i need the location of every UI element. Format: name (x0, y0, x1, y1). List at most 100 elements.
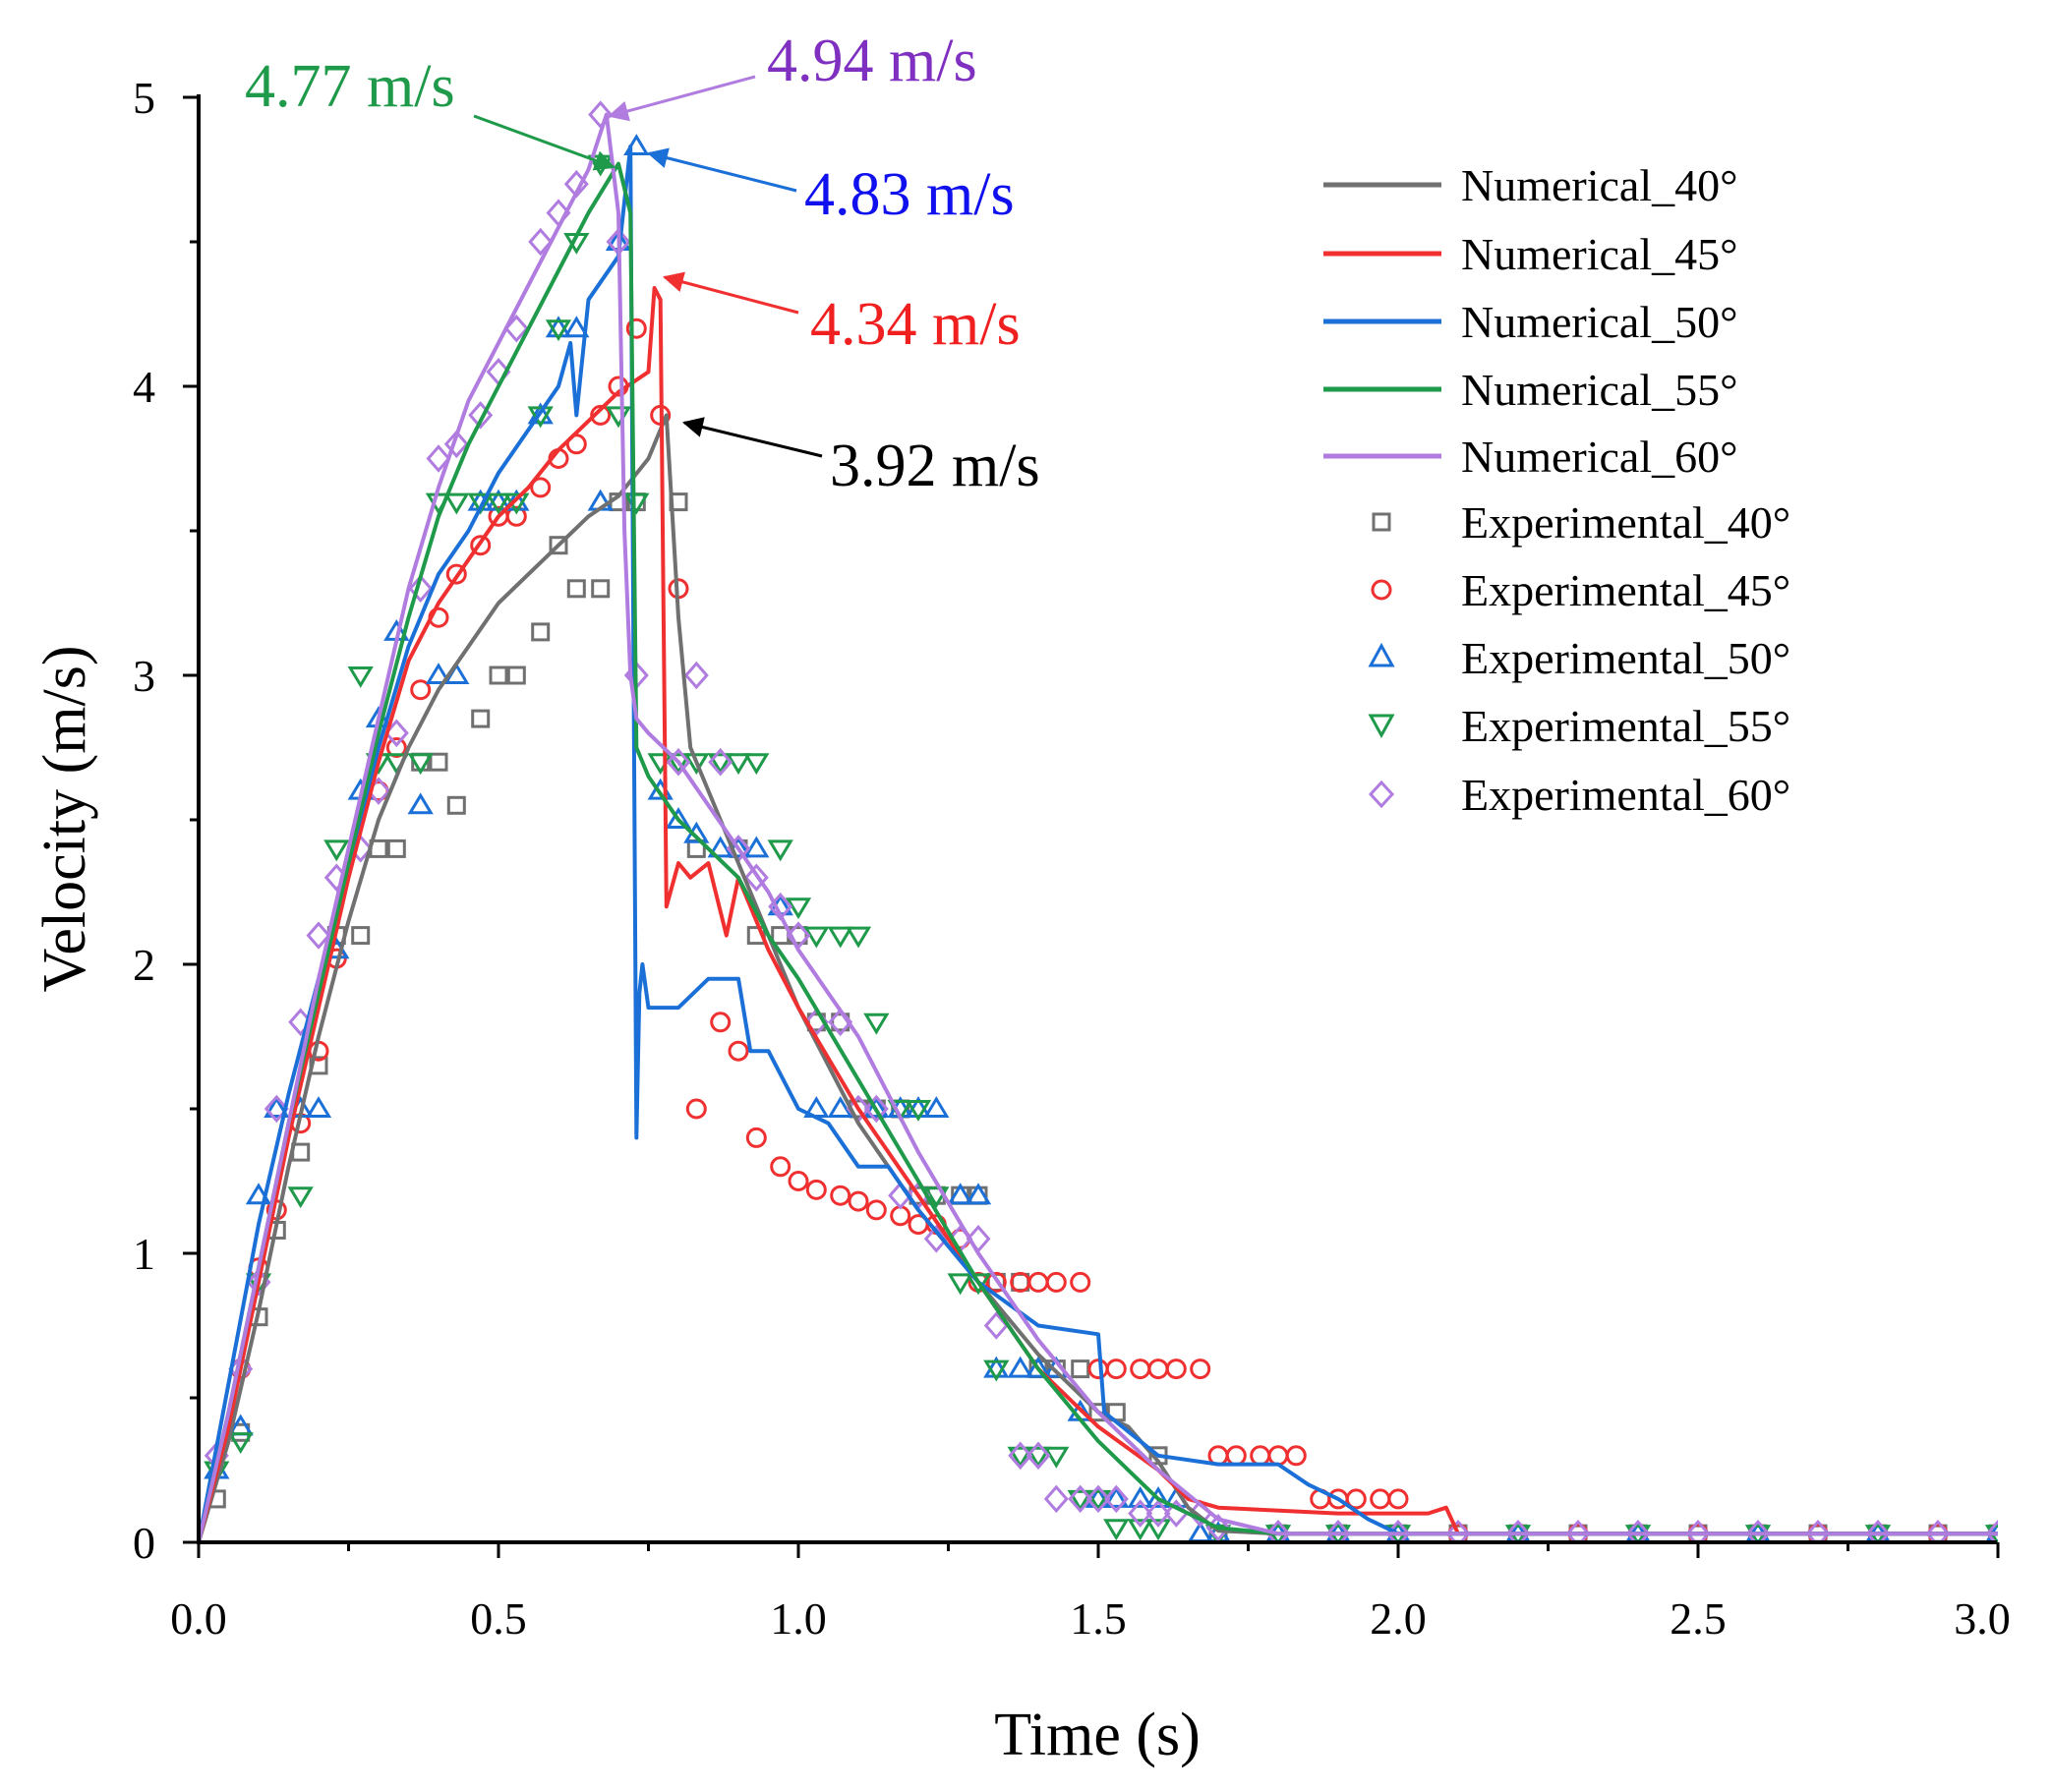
data-point-triangle-down (1067, 1489, 1093, 1512)
annotation-arrow-55 (473, 114, 616, 171)
data-point-circle (1165, 1358, 1187, 1380)
data-point-square (429, 752, 448, 772)
data-point-circle (1387, 1488, 1409, 1510)
legend-label-numerical-45: Numerical_45° (1461, 229, 1738, 279)
series-line-numerical-45- (199, 286, 1998, 1543)
data-point-circle (985, 1271, 1007, 1293)
data-point-circle (530, 477, 552, 498)
data-point-triangle-down (725, 753, 752, 776)
legend-label-numerical-50: Numerical_50° (1461, 297, 1738, 347)
data-point-diamond (1085, 1484, 1111, 1514)
data-point-triangle-down (287, 1186, 314, 1209)
annotation-arrow-40 (681, 417, 823, 458)
data-point-square (531, 622, 551, 642)
data-point-circle (1285, 1445, 1307, 1467)
data-point-triangle-down (683, 753, 710, 776)
data-point-triangle-down (467, 492, 494, 515)
data-point-triangle-down (827, 926, 853, 949)
series-experimental-55- (204, 154, 1998, 1543)
data-point-triangle-down (545, 319, 572, 342)
legend-marker-diamond-60 (1368, 780, 1395, 809)
peak-annotations: 4.77 m/s 4.94 m/s 4.83 m/s 4.34 m/s 3.92… (245, 28, 1040, 499)
data-point-diamond (443, 430, 469, 459)
data-point-circle (505, 505, 527, 527)
data-point-square (489, 665, 508, 685)
legend-marker-square-40 (1372, 512, 1391, 532)
data-point-triangle-up (1144, 1485, 1172, 1508)
data-point-diamond (1865, 1519, 1891, 1543)
data-point-triangle-down (485, 492, 512, 515)
data-point-circle (470, 535, 492, 556)
data-point-square (506, 665, 526, 685)
data-point-diamond (426, 444, 451, 473)
legend-label-experimental-40: Experimental_40° (1461, 497, 1790, 548)
y-tick-label: 3 (133, 651, 155, 701)
data-point-triangle-down (665, 753, 692, 776)
data-point-triangle-down (1144, 1519, 1172, 1541)
x-tick-label: 0.5 (470, 1593, 527, 1644)
annotation-4-94: 4.94 m/s (767, 28, 977, 94)
data-point-triangle-up (264, 1096, 290, 1118)
data-point-triangle-down (983, 1359, 1010, 1382)
data-point-triangle-up (947, 1183, 973, 1205)
data-point-triangle-down (1127, 1519, 1153, 1541)
data-point-triangle-down (227, 1432, 254, 1455)
data-point-diamond (708, 747, 733, 777)
data-point-diamond (1128, 1499, 1153, 1528)
series-experimental-60- (204, 100, 1998, 1543)
annotation-4-77: 4.77 m/s (245, 53, 455, 120)
data-point-triangle-down (923, 1186, 950, 1209)
annotation-4-34: 4.34 m/s (810, 291, 1021, 358)
data-point-triangle-down (803, 926, 830, 949)
data-point-circle (830, 1185, 851, 1206)
annotation-arrow-45 (662, 271, 799, 315)
data-point-triangle-up (1025, 1356, 1052, 1378)
data-point-diamond (1325, 1519, 1351, 1543)
data-point-diamond (1068, 1484, 1093, 1514)
data-point-circle (1190, 1358, 1211, 1380)
data-point-triangle-down (905, 1100, 932, 1122)
data-point-triangle-down (1007, 1446, 1033, 1469)
data-point-diamond (588, 100, 614, 129)
y-tick-label: 2 (133, 940, 155, 990)
data-point-triangle-down (965, 1273, 992, 1296)
data-point-circle (1010, 1271, 1031, 1293)
data-point-triangle-up (1103, 1485, 1130, 1508)
data-point-triangle-up (425, 663, 452, 684)
data-point-circle (728, 1040, 749, 1062)
annotation-4-83: 4.83 m/s (804, 161, 1015, 228)
data-point-triangle-up (1127, 1485, 1153, 1508)
data-point-diamond (1505, 1519, 1531, 1543)
data-point-circle (385, 737, 407, 758)
data-point-diamond (1145, 1499, 1171, 1528)
legend-label-experimental-55: Experimental_55° (1461, 701, 1790, 751)
data-point-diamond (528, 227, 554, 257)
data-point-triangle-down (347, 666, 374, 688)
data-point-diamond (1685, 1519, 1711, 1543)
data-point-diamond (983, 1311, 1009, 1340)
data-point-triangle-down (947, 1273, 973, 1296)
data-point-square (351, 926, 371, 946)
legend-label-experimental-60: Experimental_60° (1461, 770, 1790, 820)
data-point-triangle-down (605, 406, 632, 429)
legend-marker-triangle-up-50 (1368, 642, 1395, 667)
data-point-triangle-down (743, 753, 770, 776)
annotation-3-92: 3.92 m/s (830, 433, 1040, 499)
data-point-diamond (683, 661, 709, 690)
x-axis-title: Time (s) (994, 1702, 1201, 1768)
data-point-triangle-down (1085, 1489, 1112, 1512)
data-point-triangle-down (707, 753, 733, 776)
data-point-diamond (863, 1094, 889, 1124)
data-point-triangle-down (407, 753, 434, 776)
data-point-diamond (264, 1094, 289, 1124)
data-point-diamond (1026, 1441, 1051, 1471)
data-point-circle (1130, 1358, 1151, 1380)
data-point-triangle-up (665, 807, 692, 829)
data-point-triangle-down (863, 1012, 890, 1035)
legend-label-numerical-55: Numerical_55° (1461, 365, 1738, 415)
data-point-circle (1027, 1271, 1049, 1293)
data-point-square (549, 536, 568, 555)
series-line-numerical-55- (199, 161, 1998, 1543)
data-point-triangle-down (1103, 1519, 1130, 1541)
data-point-triangle-down (1043, 1446, 1070, 1469)
